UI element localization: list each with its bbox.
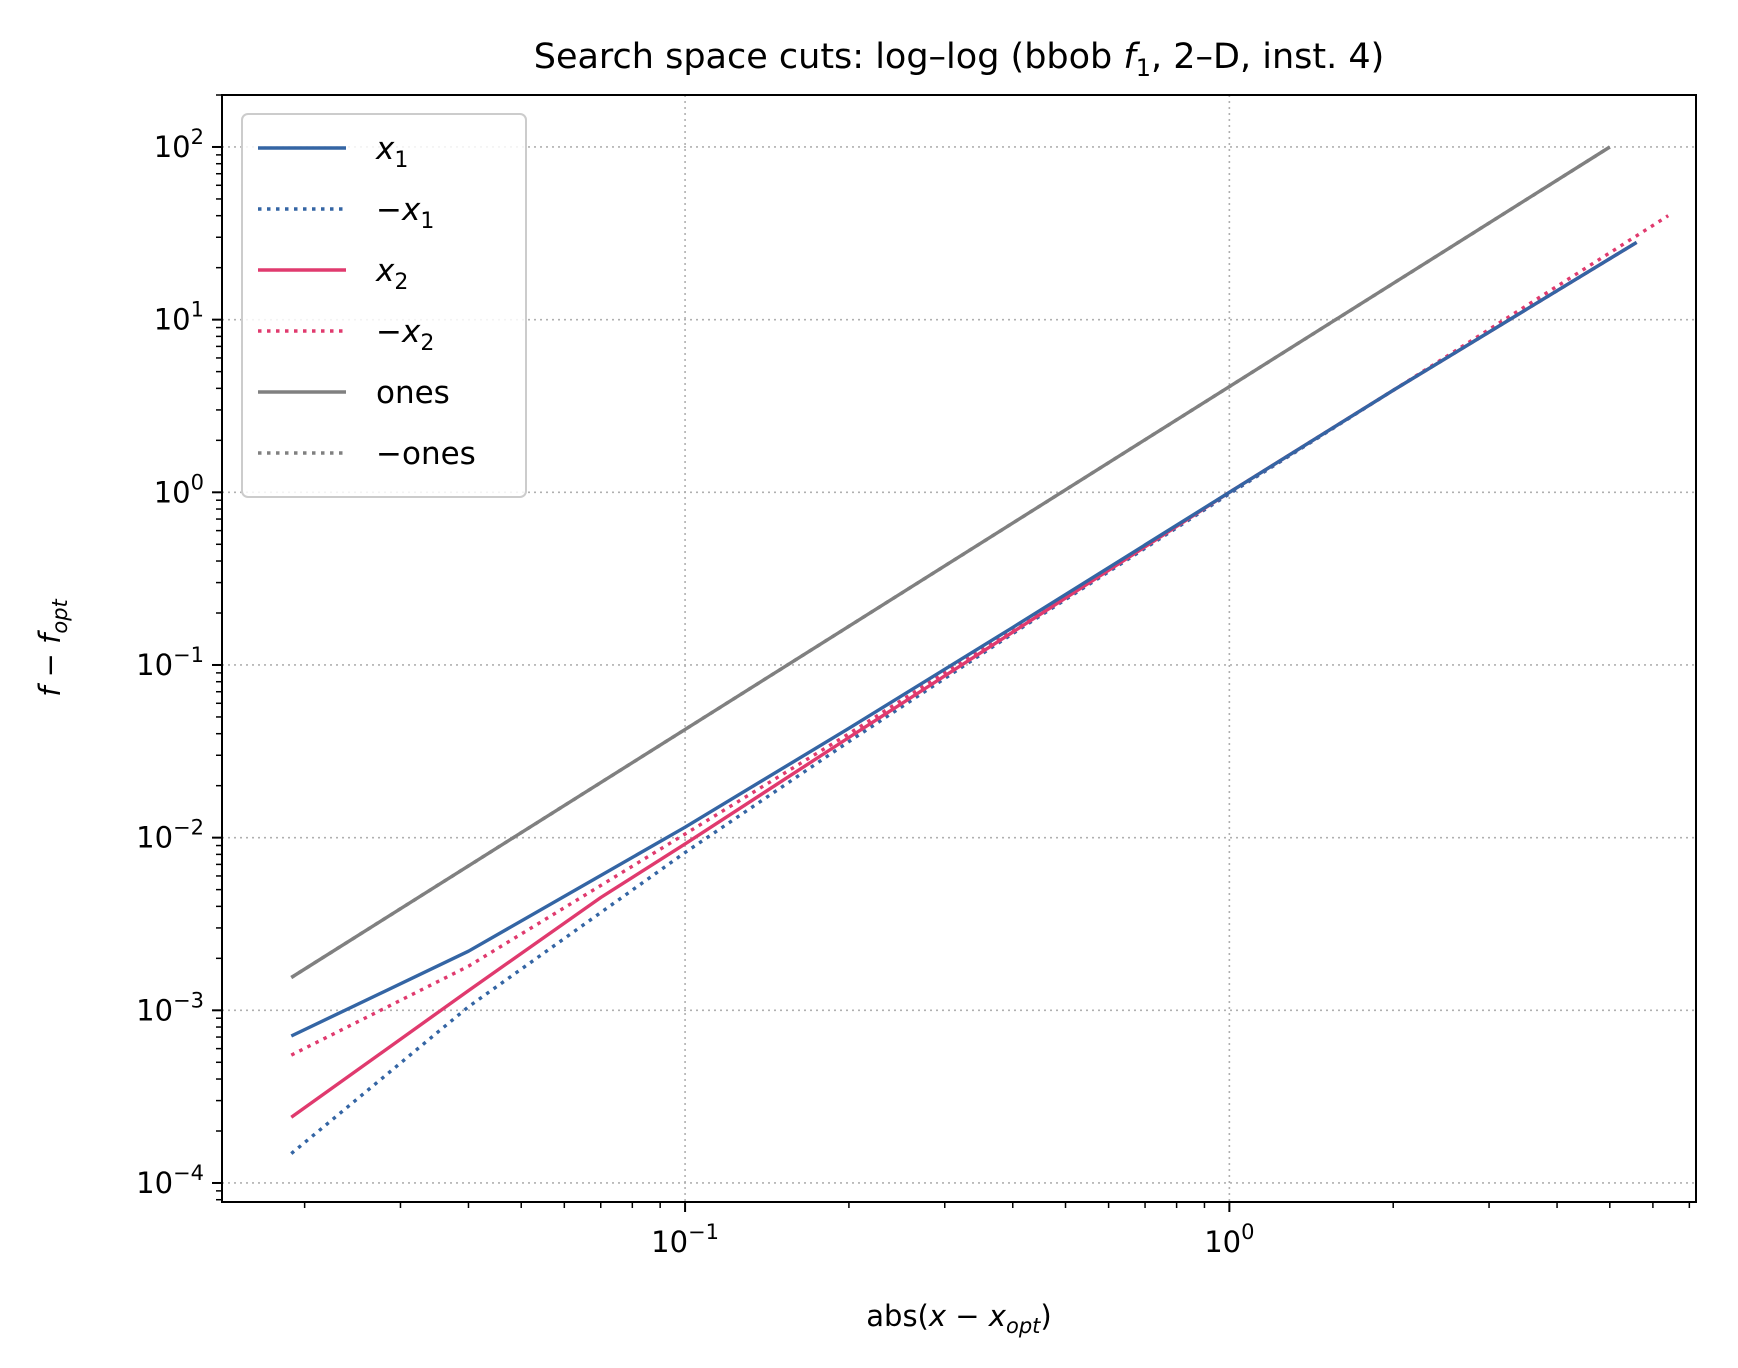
y-axis-label: f − fopt <box>33 598 72 696</box>
y-tick-label: 101 <box>154 298 204 337</box>
x-axis-label: abs(x − xopt) <box>866 1299 1051 1338</box>
series-line <box>290 214 1670 1057</box>
y-tick-label: 10−2 <box>136 816 204 855</box>
legend-label: −ones <box>376 436 476 472</box>
grid-lines <box>222 95 1696 1202</box>
tick-labels: 10−1 100 10−4 10−3 10−2 10−1 100 101 102 <box>136 125 1254 1259</box>
y-tick-label: 10−4 <box>136 1161 204 1200</box>
y-tick-label: 100 <box>154 470 204 509</box>
x-tick-label: 100 <box>1204 1220 1254 1259</box>
chart-title: Search space cuts: log–log (bbob f1, 2–D… <box>534 37 1385 82</box>
legend-label: ones <box>376 375 450 411</box>
legend: x1 −x1 x2 −x2 ones −ones <box>241 113 527 498</box>
axis-ticks <box>212 94 1691 1212</box>
legend-label: −x1 <box>376 192 434 234</box>
legend-label: x1 <box>375 131 408 173</box>
series-line <box>290 240 1638 1155</box>
legend-label: −x2 <box>376 314 434 356</box>
plot-area-frame <box>221 94 1697 1203</box>
y-tick-label: 10−3 <box>136 988 204 1027</box>
y-tick-label: 102 <box>154 125 204 164</box>
x-tick-label: 10−1 <box>651 1220 719 1259</box>
series-lines <box>290 145 1670 1155</box>
series-line <box>290 240 1638 1038</box>
y-tick-label: 10−1 <box>136 643 204 682</box>
series-line <box>290 145 1611 979</box>
legend-label: x2 <box>375 253 408 295</box>
